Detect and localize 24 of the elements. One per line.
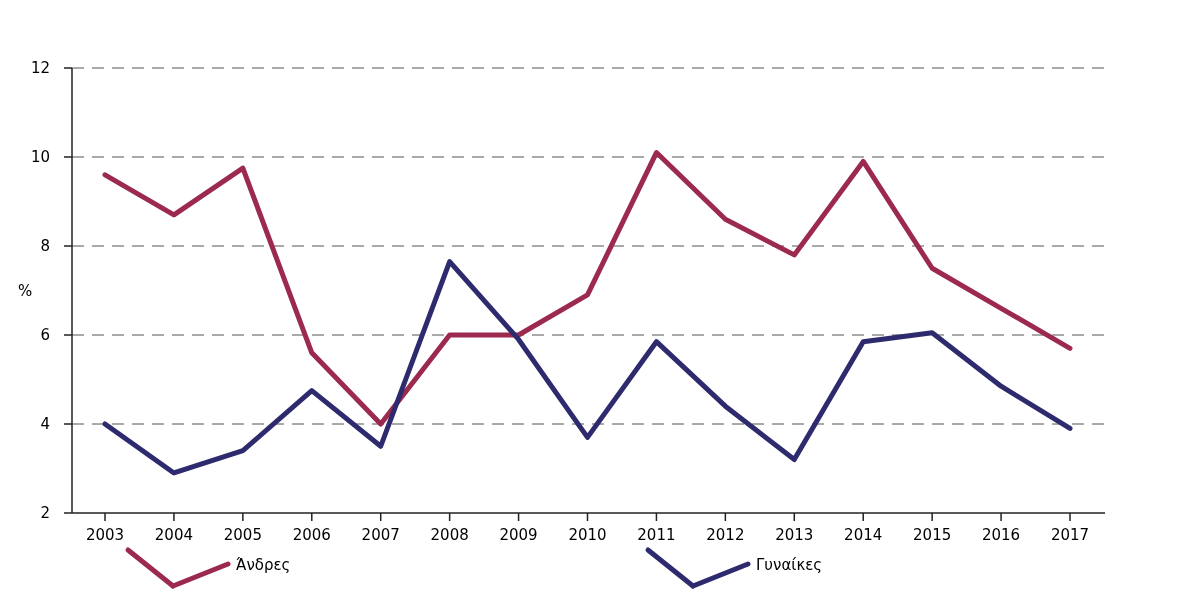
x-tick-label: 2017 — [1050, 526, 1090, 544]
x-tick-label: 2010 — [568, 526, 607, 544]
y-tick-label: 2 — [40, 504, 50, 523]
legend-label: Γυναίκες — [756, 556, 823, 574]
x-tick-label: 2013 — [775, 526, 814, 544]
x-tick-label: 2005 — [223, 526, 262, 544]
x-tick-label: 2009 — [499, 526, 538, 544]
x-tick-label: 2007 — [361, 526, 400, 544]
x-tick-label: 2011 — [637, 526, 676, 544]
x-tick-label: 2012 — [706, 526, 745, 544]
y-tick-label: 10 — [30, 148, 50, 167]
x-tick-label: 2015 — [913, 526, 952, 544]
x-tick-label: 2003 — [85, 526, 125, 544]
legend-label: Άνδρες — [236, 556, 291, 574]
y-tick-label: 4 — [40, 415, 50, 434]
x-tick-label: 2004 — [154, 526, 194, 544]
x-tick-label: 2008 — [430, 526, 469, 544]
x-tick-label: 2006 — [292, 526, 331, 544]
x-tick-label: 2014 — [844, 526, 883, 544]
y-tick-label: 8 — [40, 237, 50, 256]
y-tick-label: 12 — [30, 59, 50, 78]
x-tick-label: 2016 — [981, 526, 1021, 544]
y-axis-title: % — [18, 281, 33, 300]
y-tick-label: 6 — [40, 326, 50, 345]
